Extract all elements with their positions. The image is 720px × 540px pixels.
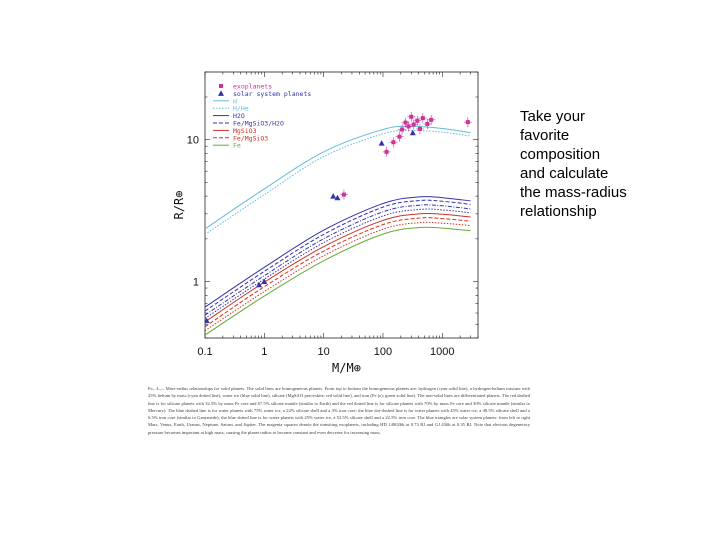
composition-curve — [205, 199, 471, 312]
legend-label: Fe — [233, 142, 241, 150]
solar-system-points — [205, 129, 416, 324]
exoplanet-point — [425, 121, 430, 126]
legend-label: MgSiO3 — [233, 127, 257, 135]
exoplanet-point — [341, 192, 346, 197]
legend-label: exoplanets — [233, 83, 272, 91]
composition-curve — [205, 217, 471, 328]
legend-label: Fe/MgSiO3/H2O — [233, 120, 284, 128]
legend-label: H2O — [233, 112, 245, 120]
solar-system-planet-point — [256, 281, 263, 288]
composition-curve — [205, 129, 471, 235]
exoplanet-point — [409, 114, 414, 119]
legend-label: Fe/MgSiO3 — [233, 134, 268, 142]
caption-label: Fig. 4.— — [148, 386, 165, 391]
exoplanet-point — [406, 124, 411, 129]
composition-curve — [205, 204, 471, 316]
legend-label: solar system planets — [233, 90, 311, 98]
exoplanet-point — [397, 134, 402, 139]
x-tick-label: 0.1 — [197, 346, 212, 358]
exoplanet-point — [417, 126, 422, 131]
solar-system-planet-point — [378, 140, 385, 146]
composition-curve — [205, 196, 471, 308]
side-text: Take your favorite composition and calcu… — [520, 108, 627, 220]
exoplanet-point — [465, 120, 470, 125]
composition-curve — [205, 125, 471, 230]
legend-label: H — [233, 97, 237, 105]
ticks — [204, 71, 479, 339]
legend-marker — [218, 90, 224, 96]
legend-marker — [219, 84, 223, 88]
y-tick-label: 10 — [187, 135, 199, 147]
curves — [205, 125, 471, 336]
exoplanet-point — [429, 117, 434, 122]
solar-system-planet-point — [261, 278, 268, 285]
legend-label: H/He — [233, 105, 249, 113]
solar-system-planet-point — [205, 317, 210, 324]
caption-text: Mass-radius relationships for solid plan… — [148, 386, 530, 435]
y-axis-label: R/R⊕ — [172, 191, 186, 220]
exoplanet-point — [411, 122, 416, 127]
solar-system-planet-point — [334, 194, 341, 201]
composition-curve — [205, 221, 471, 332]
x-tick-label: 10 — [318, 346, 330, 358]
solar-system-planet-point — [330, 193, 337, 199]
x-tick-label: 100 — [374, 346, 392, 358]
y-tick-label: 1 — [193, 277, 199, 289]
solar-system-planet-point — [409, 129, 416, 136]
exoplanet-point — [420, 116, 425, 121]
exoplanet-point — [391, 140, 396, 145]
exoplanet-point — [403, 120, 408, 125]
exoplanet-point — [415, 118, 420, 123]
x-tick-label: 1000 — [430, 346, 454, 358]
figure-caption: Fig. 4.— Mass-radius relationships for s… — [148, 385, 530, 436]
x-tick-label: 1 — [261, 346, 267, 358]
exoplanet-points — [339, 111, 472, 200]
exoplanet-point — [384, 149, 389, 154]
x-axis-label: M/M⊕ — [332, 361, 361, 375]
exoplanet-point — [400, 127, 405, 132]
composition-curve — [205, 226, 471, 336]
